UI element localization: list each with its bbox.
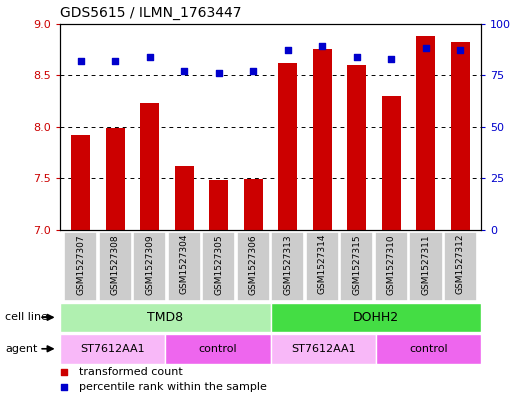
Bar xyxy=(347,65,367,230)
Bar xyxy=(375,232,408,301)
Text: GSM1527306: GSM1527306 xyxy=(249,234,258,295)
Bar xyxy=(106,128,125,230)
Bar xyxy=(271,303,481,332)
Bar xyxy=(410,232,442,301)
Bar xyxy=(340,232,373,301)
Bar xyxy=(416,36,436,230)
Text: GSM1527314: GSM1527314 xyxy=(318,234,327,294)
Point xyxy=(215,70,223,76)
Bar xyxy=(278,63,298,230)
Bar xyxy=(168,232,201,301)
Text: cell line: cell line xyxy=(5,312,48,322)
Point xyxy=(305,326,313,332)
Bar xyxy=(209,180,229,230)
Bar xyxy=(64,232,97,301)
Text: GSM1527311: GSM1527311 xyxy=(422,234,430,295)
Bar xyxy=(71,135,90,230)
Point xyxy=(77,58,85,64)
Bar xyxy=(271,334,376,364)
Bar xyxy=(60,303,271,332)
Text: control: control xyxy=(409,344,448,354)
Text: GSM1527310: GSM1527310 xyxy=(387,234,396,295)
Text: GDS5615 / ILMN_1763447: GDS5615 / ILMN_1763447 xyxy=(60,6,242,20)
Bar xyxy=(313,50,332,230)
Text: GSM1527313: GSM1527313 xyxy=(283,234,292,295)
Bar xyxy=(175,166,194,230)
Point xyxy=(305,189,313,195)
Text: transformed count: transformed count xyxy=(79,367,183,377)
Point xyxy=(146,53,154,60)
Text: ST7612AA1: ST7612AA1 xyxy=(81,344,145,354)
Point xyxy=(180,68,189,74)
Text: GSM1527309: GSM1527309 xyxy=(145,234,154,295)
Text: DOHH2: DOHH2 xyxy=(353,311,399,324)
Bar xyxy=(99,232,132,301)
Point xyxy=(283,47,292,53)
Bar xyxy=(202,232,235,301)
Bar xyxy=(382,96,401,230)
Text: GSM1527312: GSM1527312 xyxy=(456,234,465,294)
Point xyxy=(422,45,430,51)
Bar xyxy=(306,232,339,301)
Bar xyxy=(165,334,271,364)
Point xyxy=(456,47,464,53)
Point xyxy=(111,58,120,64)
Bar xyxy=(444,232,477,301)
Bar xyxy=(237,232,270,301)
Text: GSM1527308: GSM1527308 xyxy=(111,234,120,295)
Text: GSM1527307: GSM1527307 xyxy=(76,234,85,295)
Bar xyxy=(133,232,166,301)
Text: percentile rank within the sample: percentile rank within the sample xyxy=(79,382,267,393)
Text: ST7612AA1: ST7612AA1 xyxy=(291,344,356,354)
Bar xyxy=(451,42,470,230)
Text: control: control xyxy=(199,344,237,354)
Text: TMD8: TMD8 xyxy=(147,311,184,324)
Bar xyxy=(271,232,304,301)
Bar xyxy=(60,334,165,364)
Bar xyxy=(244,179,263,230)
Point xyxy=(353,53,361,60)
Bar xyxy=(376,334,481,364)
Text: GSM1527315: GSM1527315 xyxy=(353,234,361,295)
Text: agent: agent xyxy=(5,344,38,354)
Point xyxy=(249,68,258,74)
Point xyxy=(318,43,326,50)
Bar xyxy=(140,103,160,230)
Point xyxy=(387,55,395,62)
Text: GSM1527304: GSM1527304 xyxy=(180,234,189,294)
Text: GSM1527305: GSM1527305 xyxy=(214,234,223,295)
